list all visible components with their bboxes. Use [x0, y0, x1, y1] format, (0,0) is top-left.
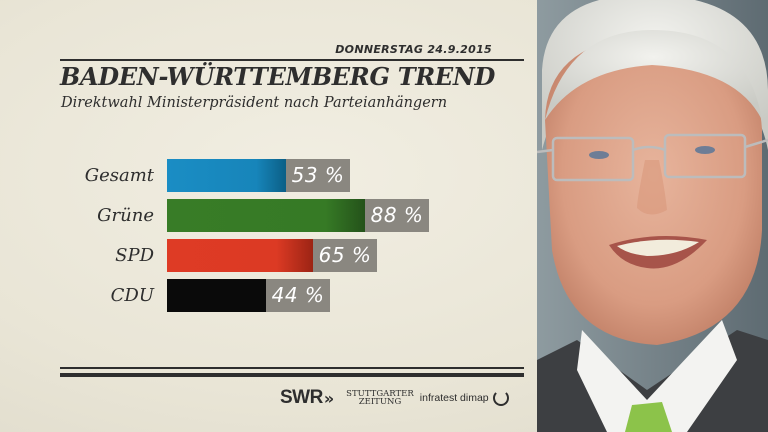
bar-row-gesamt: Gesamt 53 %	[0, 159, 500, 192]
bar-value: 44 %	[266, 279, 330, 312]
portrait-photo	[537, 0, 768, 432]
bar-gruene	[167, 199, 365, 232]
bar-label: Gesamt	[84, 165, 154, 186]
swr-logo: SWR	[280, 387, 323, 408]
bar-cdu	[167, 279, 266, 312]
bar-label: SPD	[115, 245, 154, 266]
portrait-illustration	[537, 0, 768, 432]
bar-value: 53 %	[286, 159, 350, 192]
bar-value: 88 %	[365, 199, 429, 232]
top-rule	[60, 59, 524, 61]
date-label: DONNERSTAG 24.9.2015	[335, 43, 492, 56]
chart-title: BADEN-WÜRTTEMBERG TREND	[60, 62, 496, 91]
bar-row-spd: SPD 65 %	[0, 239, 500, 272]
bar-label: CDU	[110, 285, 154, 306]
bottom-rule-thick	[60, 373, 524, 377]
footer-logos: SWR » STUTTGARTER ZEITUNG infratest dima…	[280, 386, 509, 410]
infratest-dimap-logo: infratest dimap	[419, 392, 489, 404]
swr-arrows-icon: »	[323, 388, 335, 408]
chart-subtitle: Direktwahl Ministerpräsident nach Partei…	[61, 95, 448, 111]
bar-label: Grüne	[97, 205, 154, 226]
bar-row-gruene: Grüne 88 %	[0, 199, 500, 232]
infratest-dimap-icon	[492, 390, 509, 406]
stuttgarter-zeitung-logo: STUTTGARTER ZEITUNG	[346, 389, 414, 407]
bar-spd	[167, 239, 313, 272]
bar-value: 65 %	[313, 239, 377, 272]
bar-gesamt	[167, 159, 286, 192]
bottom-rule-thin	[60, 367, 524, 369]
bar-row-cdu: CDU 44 %	[0, 279, 500, 312]
